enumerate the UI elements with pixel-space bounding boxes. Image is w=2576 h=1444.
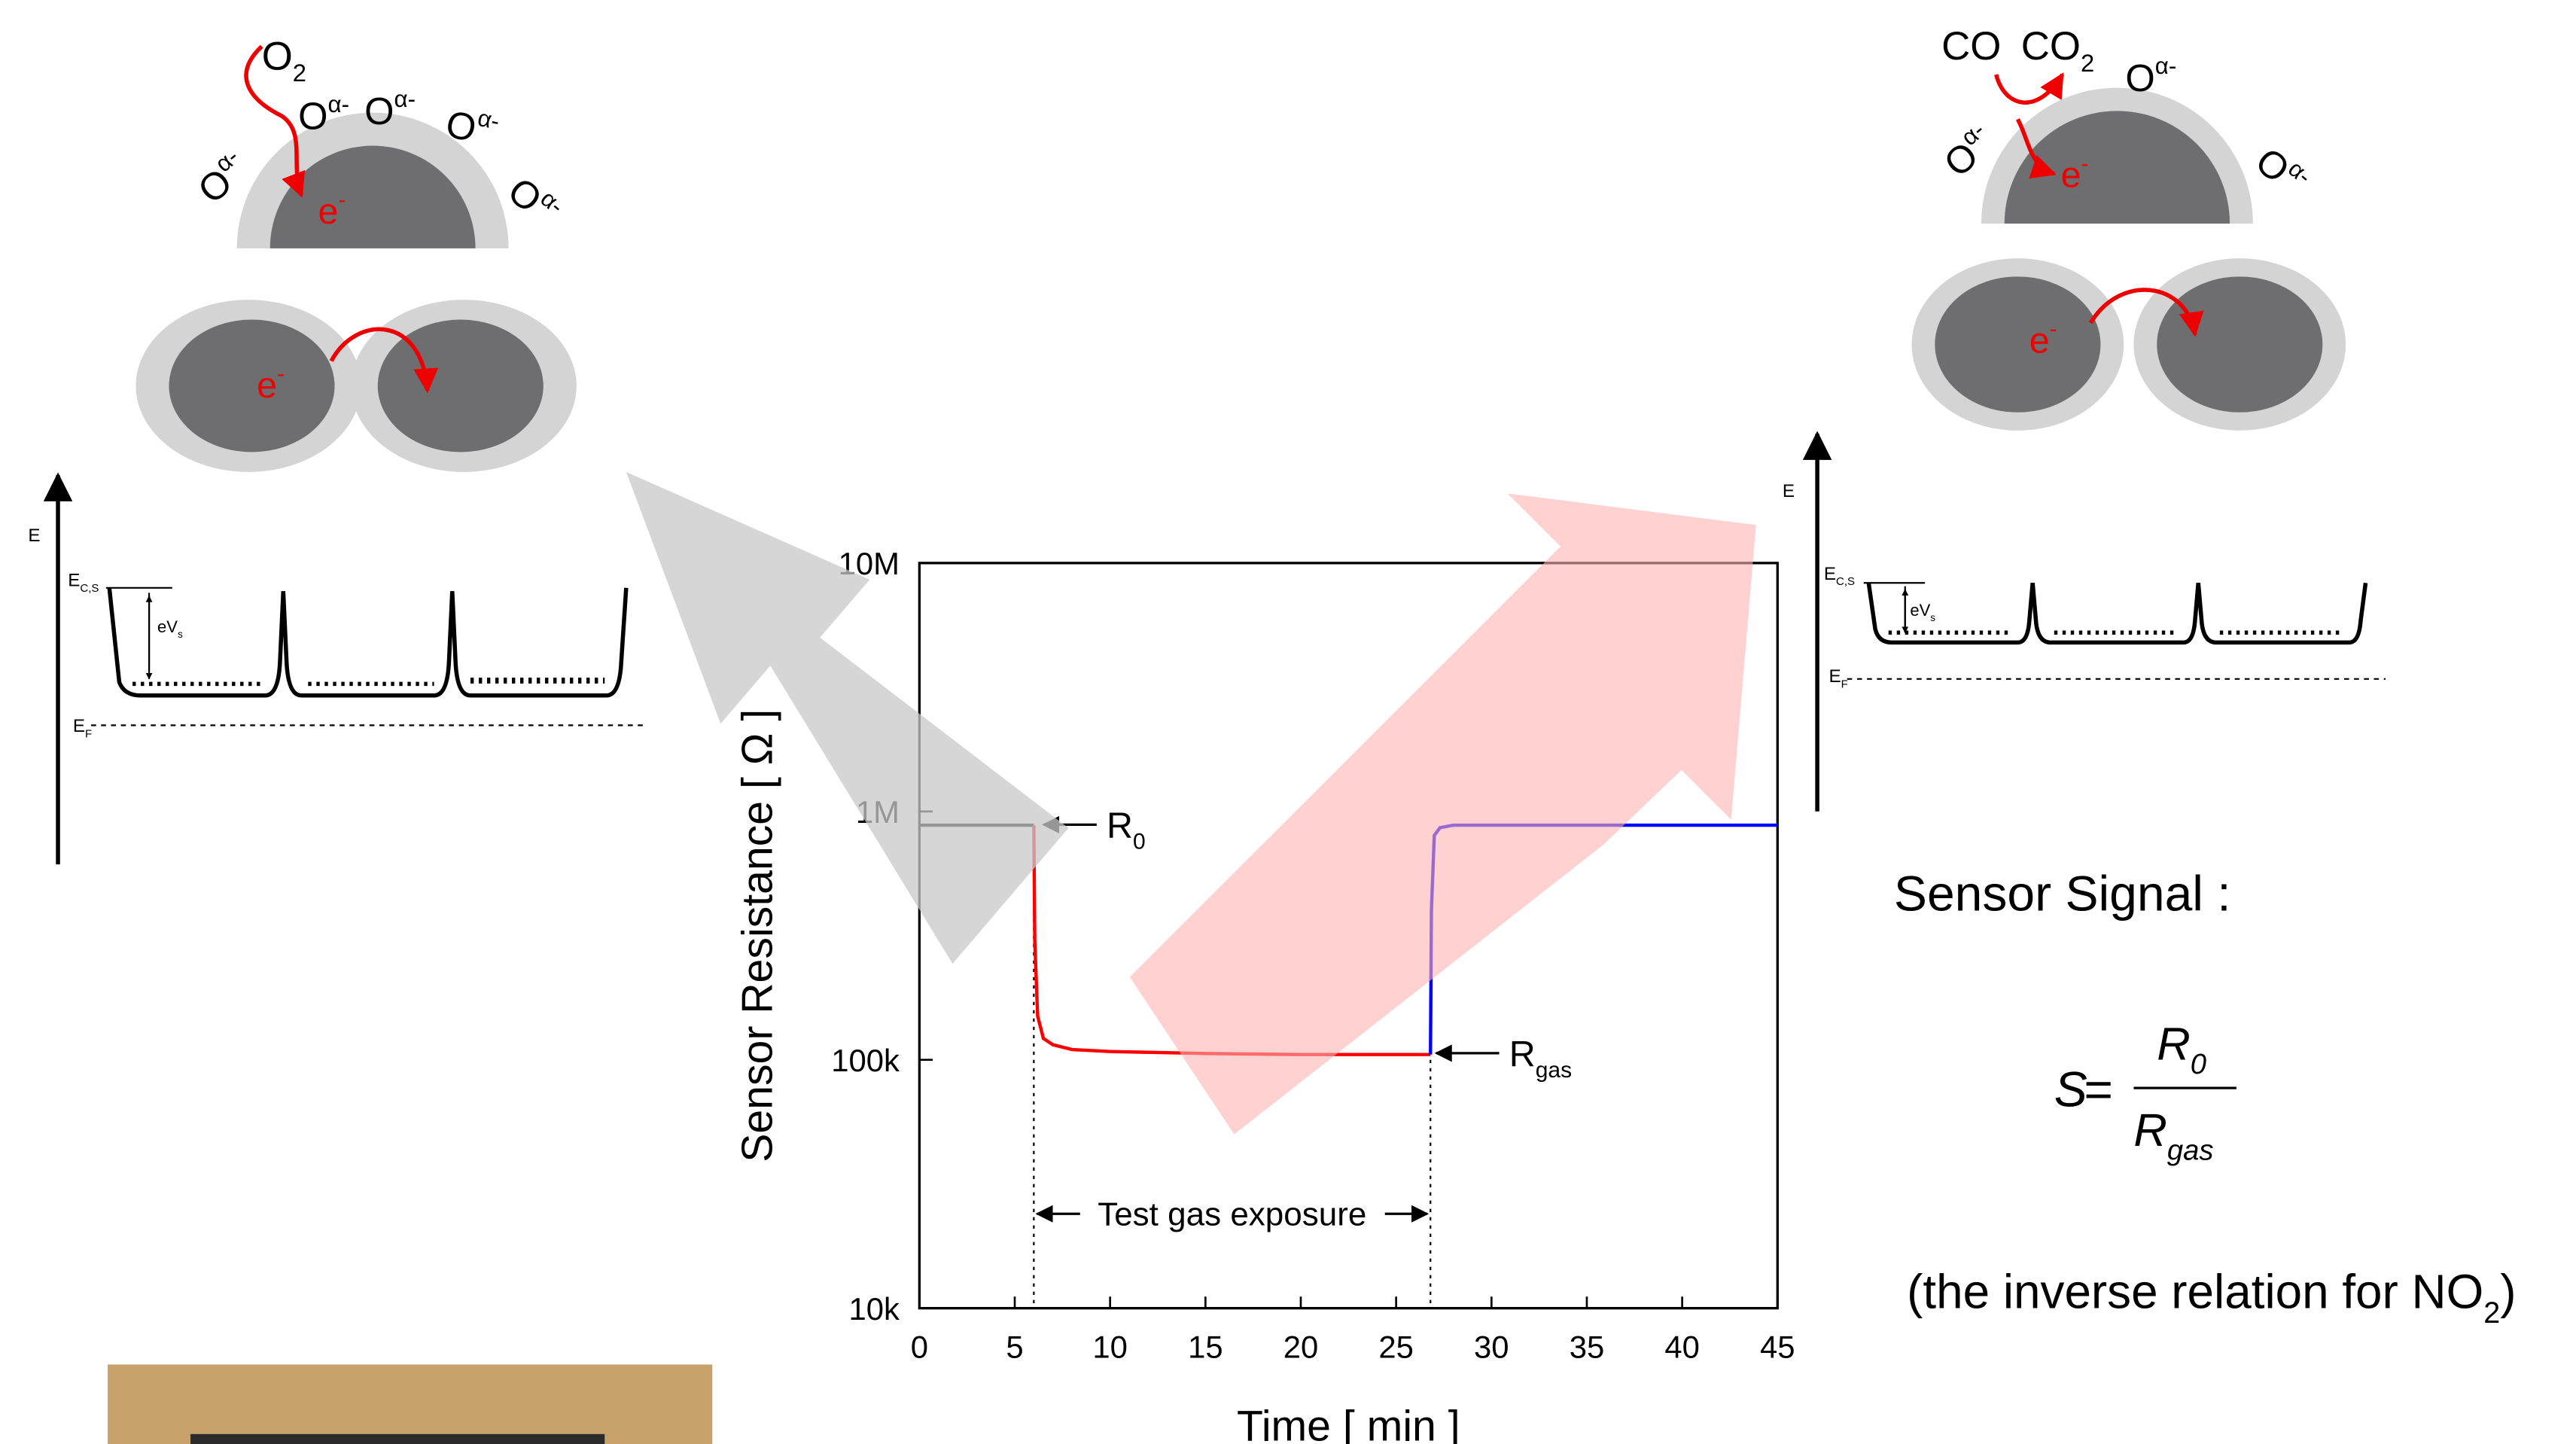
x-tick-label: 45 — [1760, 1330, 1795, 1365]
rgas-annotation: Rgas — [1509, 1034, 1572, 1083]
transition-arrows — [626, 472, 1756, 1135]
x-tick-label: 25 — [1378, 1330, 1414, 1365]
r0-annotation: R0 — [1107, 806, 1146, 855]
label-main: O — [2125, 56, 2154, 99]
label-main: O — [298, 95, 327, 138]
label-sub: 0 — [2191, 1048, 2206, 1080]
band-label: EC,S — [1824, 564, 1855, 588]
ion-label: Oα- — [500, 166, 569, 235]
label-sup: - — [338, 187, 346, 212]
band-label: EF — [73, 716, 92, 740]
label-after: ) — [2500, 1265, 2516, 1319]
label-main: O — [500, 169, 550, 221]
label-sup: α- — [2155, 53, 2177, 79]
x-tick-label: 35 — [1570, 1330, 1605, 1365]
label-main: E — [1824, 564, 1836, 584]
band-label: eVs — [157, 617, 183, 640]
label-main: eV — [157, 617, 178, 636]
label-main: O — [364, 90, 394, 133]
label-sup: α- — [476, 105, 502, 135]
sensor-photo — [108, 1364, 712, 1444]
band-label: EF — [1829, 666, 1848, 690]
label-main: e — [2061, 155, 2081, 196]
formula-part: R0 — [2157, 1019, 2206, 1080]
label-main: E — [1829, 666, 1841, 687]
signal-note: (the inverse relation for NO2) — [1907, 1265, 2516, 1330]
label-main: e — [2029, 321, 2050, 361]
label-main: O — [262, 34, 293, 78]
ion-label: Oα- — [2125, 53, 2176, 99]
x-tick-label: 40 — [1664, 1330, 1700, 1365]
x-axis-title: Time [ min ] — [1237, 1403, 1460, 1444]
y-tick-label: 10k — [849, 1291, 900, 1327]
label-sub: gas — [1536, 1058, 1572, 1083]
label-sup: α- — [394, 86, 416, 112]
label-sub: F — [85, 727, 92, 740]
formula-part: Rgas — [2133, 1104, 2213, 1166]
label-main: CO — [2021, 24, 2081, 69]
page: {"chart_data": {"type": "line", "ylabel"… — [0, 0, 2576, 1444]
molecule-label: CO — [1941, 24, 2001, 69]
label-sup: - — [2050, 317, 2057, 342]
label-main: R — [1107, 806, 1133, 846]
x-tick-label: 0 — [911, 1330, 928, 1365]
figure: 05101520253035404510k100k1M10MTime [ min… — [0, 0, 2576, 1444]
label-sub: gas — [2167, 1135, 2214, 1167]
x-tick-label: 20 — [1283, 1330, 1319, 1365]
x-tick-label: 10 — [1092, 1330, 1128, 1365]
left-band-diagram — [58, 475, 646, 864]
left-grains — [135, 47, 576, 472]
y-tick-label: 100k — [831, 1043, 900, 1078]
label-sub: 0 — [1133, 829, 1146, 854]
right-band-diagram — [1817, 434, 2386, 811]
label-main: R — [1509, 1034, 1536, 1075]
molecule-label: CO2 — [2021, 24, 2094, 77]
label-sub: s — [178, 629, 183, 640]
label-sub: C,S — [1836, 575, 1855, 588]
label-sub: C,S — [80, 582, 99, 595]
axis-label: E — [1783, 481, 1795, 501]
molecule-label: O2 — [262, 34, 306, 87]
label-main: (the inverse relation for NO — [1907, 1265, 2483, 1319]
label-main: E — [73, 716, 85, 736]
label-main: O — [2248, 139, 2298, 191]
formula-part: S — [2054, 1061, 2087, 1117]
label-sub: 2 — [2483, 1296, 2500, 1330]
label-main: e — [318, 191, 339, 232]
exposure-annotation: Test gas exposure — [1098, 1196, 1366, 1233]
x-tick-label: 5 — [1006, 1330, 1023, 1365]
label-main: R — [2133, 1104, 2166, 1156]
signal-title: Sensor Signal : — [1894, 866, 2231, 922]
label-sup: α- — [327, 91, 349, 117]
label-sub: s — [1930, 612, 1935, 623]
y-axis-title: Sensor Resistance [ Ω ] — [733, 709, 781, 1162]
axis-label: E — [28, 526, 40, 546]
label-main: O — [442, 102, 480, 150]
x-tick-label: 15 — [1188, 1330, 1223, 1365]
label-sub: 2 — [2081, 49, 2094, 77]
x-tick-label: 30 — [1474, 1330, 1509, 1365]
label-main: E — [68, 571, 80, 591]
formula-part: = — [2084, 1061, 2113, 1117]
ion-label: Oα- — [2248, 136, 2317, 205]
label-sup: - — [277, 361, 285, 386]
label-main: R — [2157, 1019, 2190, 1071]
label-main: eV — [1910, 601, 1930, 620]
label-sub: F — [1841, 678, 1848, 690]
label-sup: - — [2081, 151, 2089, 176]
label-main: e — [257, 365, 277, 406]
label-sub: 2 — [293, 59, 306, 87]
band-label: eVs — [1910, 601, 1935, 623]
band-label: EC,S — [68, 571, 99, 595]
